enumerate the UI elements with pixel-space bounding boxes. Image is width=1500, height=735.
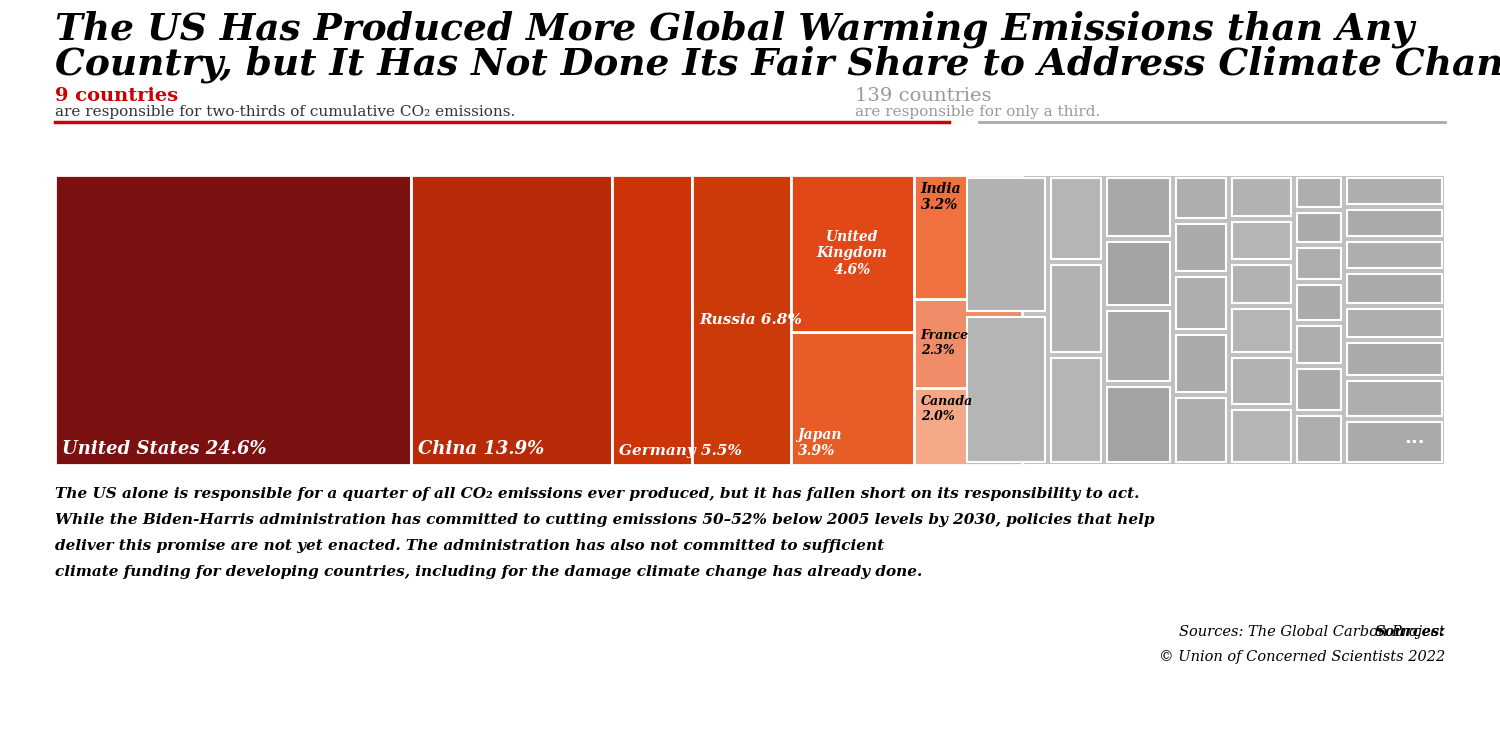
Text: While the Biden-Harris administration has committed to cutting emissions 50–52% : While the Biden-Harris administration ha… (56, 513, 1155, 527)
Text: Country, but It Has Not Done Its Fair Share to Address Climate Change: Country, but It Has Not Done Its Fair Sh… (56, 45, 1500, 82)
Bar (1296, 416, 1341, 462)
Bar (1347, 273, 1442, 303)
Bar (1232, 309, 1290, 352)
Bar (1296, 370, 1341, 410)
Text: The US Has Produced More Global Warming Emissions than Any: The US Has Produced More Global Warming … (56, 10, 1414, 48)
Text: 139 countries: 139 countries (855, 87, 992, 105)
Text: United
Kingdom
4.6%: United Kingdom 4.6% (816, 230, 888, 276)
Text: ...: ... (1404, 429, 1425, 447)
Text: Germany 5.5%: Germany 5.5% (620, 444, 742, 458)
Text: Russia 6.8%: Russia 6.8% (699, 313, 802, 327)
Bar (1107, 387, 1170, 462)
Text: India
3.2%: India 3.2% (921, 182, 962, 212)
Bar (1176, 398, 1225, 462)
Bar (1347, 178, 1442, 204)
Bar (1232, 358, 1290, 404)
Text: The US alone is responsible for a quarter of all CO₂ emissions ever produced, bu: The US alone is responsible for a quarte… (56, 487, 1140, 501)
Bar (1296, 248, 1341, 279)
Bar (1176, 334, 1225, 392)
Bar (1296, 326, 1341, 363)
Bar (1347, 309, 1442, 337)
Bar (914, 387, 1022, 465)
Bar (1232, 221, 1290, 259)
Bar (1107, 242, 1170, 306)
Bar (1176, 178, 1225, 218)
Text: Japan
3.9%: Japan 3.9% (798, 428, 842, 458)
Bar (1232, 265, 1290, 303)
Bar (1052, 178, 1101, 259)
Bar (1347, 242, 1442, 268)
Text: are responsible for two-thirds of cumulative CO₂ emissions.: are responsible for two-thirds of cumula… (56, 105, 516, 119)
Bar (1176, 224, 1225, 270)
Bar (1347, 343, 1442, 375)
Bar (1347, 381, 1442, 415)
Bar (1347, 210, 1442, 236)
Text: deliver this promise are not yet enacted. The administration has also not commit: deliver this promise are not yet enacted… (56, 539, 883, 553)
Text: United States 24.6%: United States 24.6% (62, 440, 267, 458)
Bar (1232, 410, 1290, 462)
Bar (411, 175, 612, 465)
Bar (968, 318, 1046, 462)
Text: climate funding for developing countries, including for the damage climate chang: climate funding for developing countries… (56, 565, 922, 579)
Text: Sources:: Sources: (1374, 625, 1444, 639)
Bar (1052, 265, 1101, 352)
Text: France
2.3%: France 2.3% (921, 329, 969, 357)
Text: Canada
2.0%: Canada 2.0% (921, 395, 974, 423)
Bar (56, 175, 411, 465)
Bar (1107, 178, 1170, 236)
Bar (790, 175, 914, 332)
Text: Sources: The Global Carbon Project: Sources: The Global Carbon Project (1179, 625, 1444, 639)
Bar (1232, 178, 1290, 215)
Bar (692, 175, 790, 465)
Bar (1296, 178, 1341, 207)
Bar (1107, 312, 1170, 381)
Bar (1296, 285, 1341, 320)
Bar (968, 178, 1046, 311)
Bar (612, 175, 692, 465)
Bar (1052, 358, 1101, 462)
Text: © Union of Concerned Scientists 2022: © Union of Concerned Scientists 2022 (1158, 650, 1444, 664)
Bar (1176, 276, 1225, 329)
Bar (914, 298, 1022, 387)
Text: 9 countries: 9 countries (56, 87, 178, 105)
Bar (964, 175, 1444, 465)
Bar (1296, 213, 1341, 242)
Text: China 13.9%: China 13.9% (419, 440, 544, 458)
Bar (790, 332, 914, 465)
Bar (1347, 422, 1442, 462)
Text: are responsible for only a third.: are responsible for only a third. (855, 105, 1100, 119)
Bar (914, 175, 1022, 298)
